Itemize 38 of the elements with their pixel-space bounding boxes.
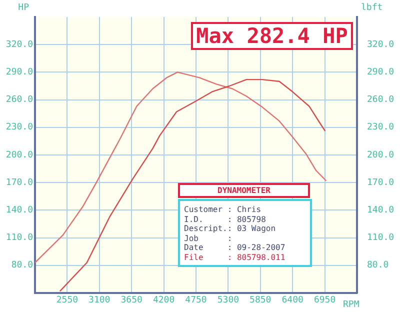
x-tick-label: 4750 <box>185 296 207 306</box>
x-tick-label: 6400 <box>282 296 304 306</box>
y2-tick-label: 80.0 <box>367 260 389 271</box>
x-tick-label: 6950 <box>314 296 336 306</box>
annotation: I.D. : 805798 <box>184 214 267 224</box>
y-tick-label: 170.0 <box>6 178 33 188</box>
x-tick-label: 2550 <box>56 296 78 306</box>
heading-box: Max 282.4 HP <box>191 22 353 50</box>
x-tick-label: 3650 <box>120 296 142 306</box>
y2-tick-label: 260.0 <box>367 95 394 106</box>
y-tick-label: 290.0 <box>6 68 33 78</box>
y-tick-label: 110.0 <box>6 233 33 244</box>
x-tick-label: 3100 <box>88 296 110 306</box>
y-tick-label: 230.0 <box>6 122 33 133</box>
y2-tick-label: 140.0 <box>367 206 394 216</box>
heading-box: DYNAMOMETER <box>178 183 310 198</box>
y2-tick-label: 170.0 <box>367 178 394 188</box>
y-tick-label: 320.0 <box>6 40 33 50</box>
x-tick-label: 5300 <box>217 296 240 306</box>
y-tick-label: 260.0 <box>6 95 33 106</box>
y2-tick-label: 110.0 <box>367 233 394 244</box>
annotation: Customer : Chris <box>184 205 262 215</box>
y2-tick-label: 290.0 <box>367 68 394 78</box>
y-axis-title: HP <box>18 2 30 13</box>
y-tick-label: 140.0 <box>6 206 33 216</box>
annotation: Date : 09-28-2007 <box>184 243 286 253</box>
annotation: File : 805798.011 <box>184 252 286 263</box>
annotation: Descript.: 03 Wagon <box>184 224 277 234</box>
y-tick-label: 200.0 <box>6 150 33 160</box>
x-tick-label: 4200 <box>152 296 175 306</box>
annotation: Job : <box>184 234 234 244</box>
y-tick-label: 80.0 <box>11 260 33 271</box>
x-tick-label: 5850 <box>250 296 272 306</box>
y2-axis-title: lbft <box>361 2 383 13</box>
y2-tick-label: 230.0 <box>367 122 394 133</box>
y2-tick-label: 200.0 <box>367 150 394 160</box>
y2-tick-label: 320.0 <box>367 40 394 50</box>
x-axis-title: RPM <box>343 300 360 310</box>
